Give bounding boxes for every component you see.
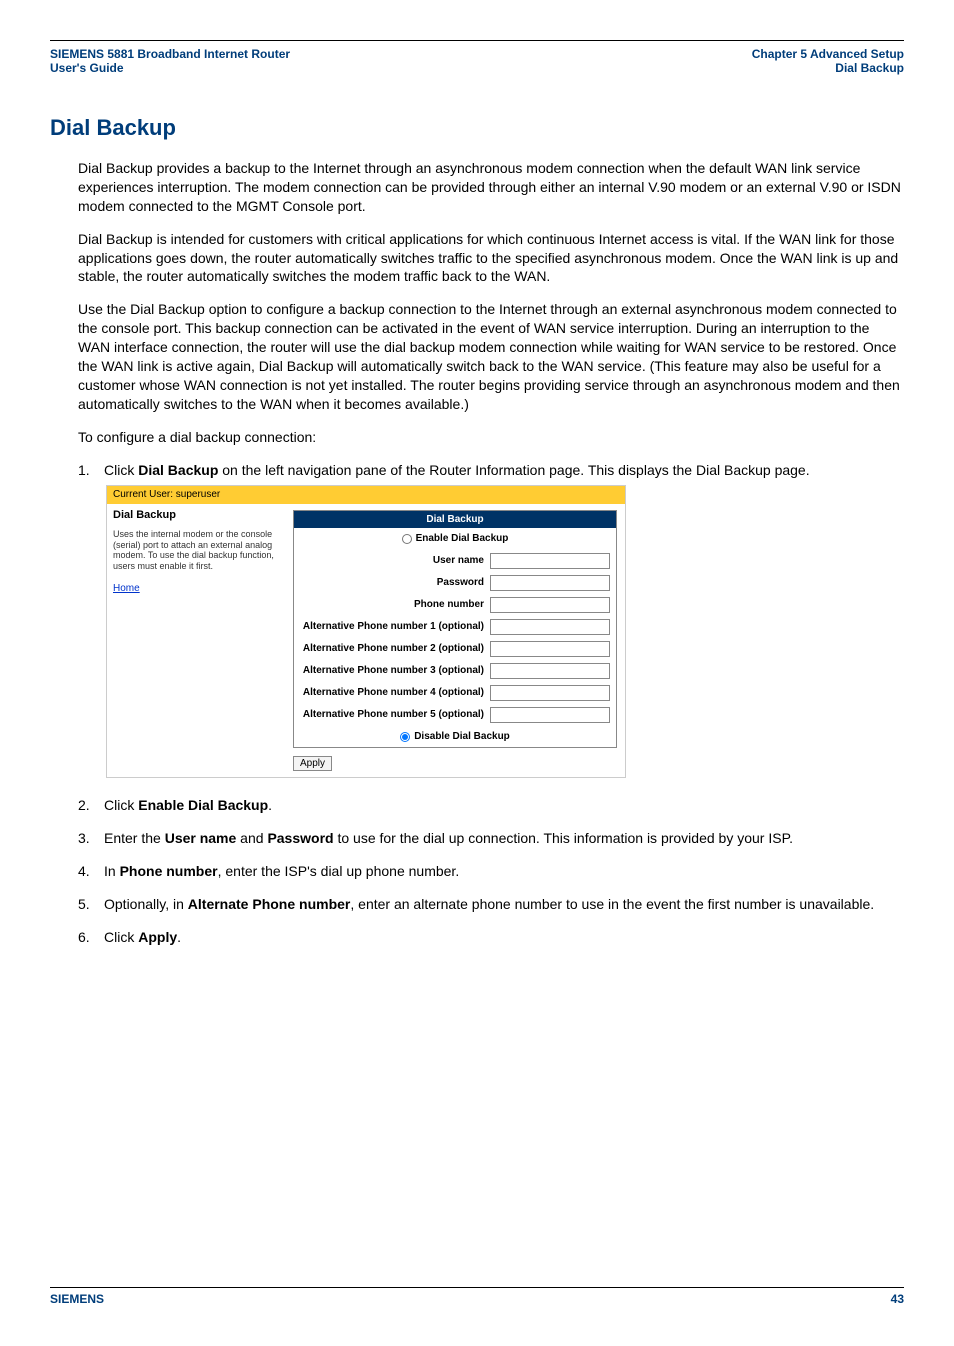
- step-number: 5.: [78, 895, 90, 914]
- paragraph-3: Use the Dial Backup option to configure …: [78, 300, 904, 413]
- ui-side-title: Dial Backup: [113, 508, 279, 523]
- alt1-label: Alternative Phone number 1 (optional): [303, 620, 484, 634]
- page-title: Dial Backup: [50, 115, 904, 141]
- header-left-line2: User's Guide: [50, 61, 290, 75]
- step-2: 2. Click Enable Dial Backup.: [78, 796, 904, 815]
- step-text: Enter the User name and Password to use …: [104, 830, 793, 846]
- header-left: SIEMENS 5881 Broadband Internet Router U…: [50, 47, 290, 75]
- enable-dial-backup-label: Enable Dial Backup: [416, 532, 509, 546]
- username-label: User name: [433, 554, 484, 568]
- header-right: Chapter 5 Advanced Setup Dial Backup: [752, 47, 904, 75]
- ui-side-description: Uses the internal modem or the console (…: [113, 529, 279, 572]
- ui-main: Dial Backup Enable Dial Backup User name…: [285, 504, 625, 778]
- panel-header: Dial Backup: [294, 511, 616, 529]
- step-text: Click Apply.: [104, 929, 181, 945]
- dial-backup-screenshot: Current User: superuser Dial Backup Uses…: [106, 485, 626, 778]
- ui-current-user-bar: Current User: superuser: [107, 486, 625, 504]
- header-right-line2: Dial Backup: [752, 61, 904, 75]
- page-footer: SIEMENS 43: [50, 1288, 904, 1306]
- footer-brand: SIEMENS: [50, 1292, 104, 1306]
- step-number: 6.: [78, 928, 90, 947]
- step-text: Optionally, in Alternate Phone number, e…: [104, 896, 874, 912]
- home-link[interactable]: Home: [113, 583, 140, 594]
- step-6: 6. Click Apply.: [78, 928, 904, 947]
- step-1: 1. Click Dial Backup on the left navigat…: [78, 461, 904, 779]
- phone-input[interactable]: [490, 597, 610, 613]
- enable-dial-backup-row: Enable Dial Backup: [294, 528, 616, 550]
- disable-dial-backup-radio[interactable]: [400, 732, 410, 742]
- dial-backup-panel: Dial Backup Enable Dial Backup User name…: [293, 510, 617, 749]
- apply-button[interactable]: Apply: [293, 756, 332, 771]
- alt4-input[interactable]: [490, 685, 610, 701]
- alt3-label: Alternative Phone number 3 (optional): [303, 664, 484, 678]
- disable-dial-backup-label: Disable Dial Backup: [414, 730, 510, 744]
- alt2-input[interactable]: [490, 641, 610, 657]
- password-input[interactable]: [490, 575, 610, 591]
- header-right-line1: Chapter 5 Advanced Setup: [752, 47, 904, 61]
- body-content: Dial Backup provides a backup to the Int…: [78, 159, 904, 947]
- step-number: 3.: [78, 829, 90, 848]
- phone-label: Phone number: [414, 598, 484, 612]
- step-text: Click Dial Backup on the left navigation…: [104, 462, 810, 478]
- paragraph-1: Dial Backup provides a backup to the Int…: [78, 159, 904, 216]
- alt5-input[interactable]: [490, 707, 610, 723]
- alt1-input[interactable]: [490, 619, 610, 635]
- step-text: Click Enable Dial Backup.: [104, 797, 272, 813]
- step-5: 5. Optionally, in Alternate Phone number…: [78, 895, 904, 914]
- step-number: 1.: [78, 461, 90, 480]
- steps-list: 1. Click Dial Backup on the left navigat…: [78, 461, 904, 947]
- paragraph-4: To configure a dial backup connection:: [78, 428, 904, 447]
- disable-dial-backup-row: Disable Dial Backup: [294, 726, 616, 748]
- step-3: 3. Enter the User name and Password to u…: [78, 829, 904, 848]
- paragraph-2: Dial Backup is intended for customers wi…: [78, 230, 904, 287]
- alt2-label: Alternative Phone number 2 (optional): [303, 642, 484, 656]
- alt4-label: Alternative Phone number 4 (optional): [303, 686, 484, 700]
- step-number: 4.: [78, 862, 90, 881]
- step-4: 4. In Phone number, enter the ISP's dial…: [78, 862, 904, 881]
- footer-page-number: 43: [891, 1292, 904, 1306]
- alt5-label: Alternative Phone number 5 (optional): [303, 708, 484, 722]
- alt3-input[interactable]: [490, 663, 610, 679]
- enable-dial-backup-radio[interactable]: [402, 534, 412, 544]
- top-rule: [50, 40, 904, 41]
- step-text: In Phone number, enter the ISP's dial up…: [104, 863, 459, 879]
- page-header: SIEMENS 5881 Broadband Internet Router U…: [50, 47, 904, 105]
- username-input[interactable]: [490, 553, 610, 569]
- ui-sidebar: Dial Backup Uses the internal modem or t…: [107, 504, 285, 778]
- password-label: Password: [437, 576, 484, 590]
- header-left-line1: SIEMENS 5881 Broadband Internet Router: [50, 47, 290, 61]
- step-number: 2.: [78, 796, 90, 815]
